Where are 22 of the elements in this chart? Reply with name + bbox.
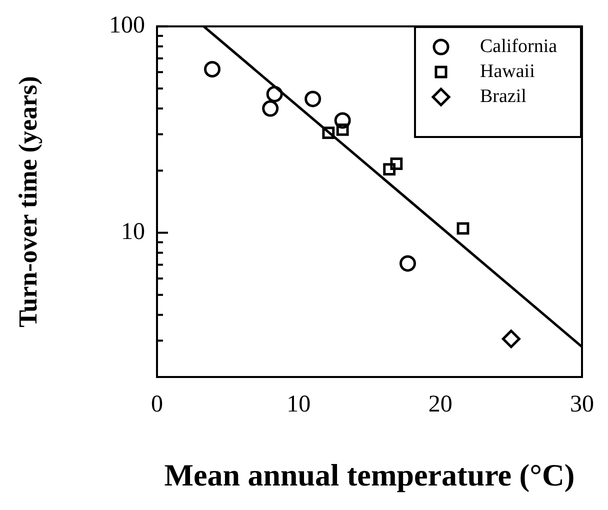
x-tick-label: 30 — [570, 392, 594, 418]
x-tick-label: 20 — [428, 392, 452, 418]
point — [262, 100, 279, 117]
x-axis-title: Mean annual temperature (°C) — [164, 457, 575, 492]
point — [322, 126, 335, 140]
point — [456, 222, 470, 235]
x-tick-label: 10 — [286, 392, 311, 418]
point — [204, 60, 220, 78]
point — [266, 86, 283, 102]
point — [334, 112, 351, 129]
y-tick-label: 100 — [109, 12, 145, 39]
x-tick-label: 0 — [151, 392, 163, 418]
point — [336, 123, 349, 136]
legend-label: Brazil — [480, 86, 526, 108]
point — [383, 163, 396, 176]
y-axis-title: Turn-over time (years) — [13, 76, 42, 328]
point — [502, 330, 520, 348]
point — [390, 158, 403, 170]
point — [400, 255, 416, 272]
legend-label: Hawaii — [480, 60, 535, 83]
legend-label: California — [480, 36, 558, 58]
point — [304, 90, 322, 108]
